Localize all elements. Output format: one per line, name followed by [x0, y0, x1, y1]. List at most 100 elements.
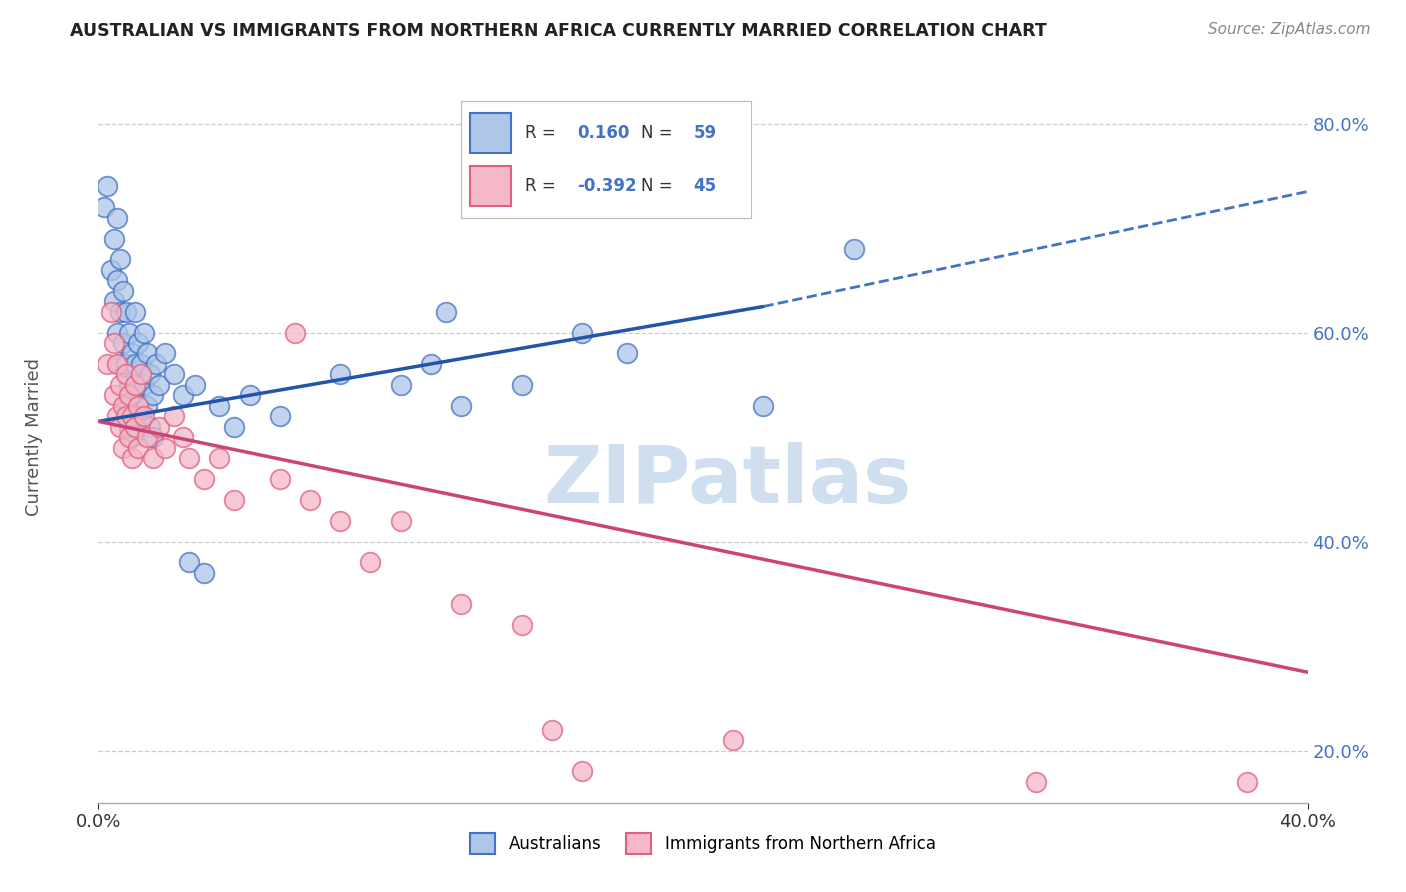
Point — [420, 357, 443, 371]
Point — [121, 346, 143, 360]
Point — [139, 419, 162, 434]
Point — [389, 514, 412, 528]
Point — [752, 399, 775, 413]
Point — [127, 399, 149, 413]
Text: AUSTRALIAN VS IMMIGRANTS FROM NORTHERN AFRICA CURRENTLY MARRIED CORRELATION CHAR: AUSTRALIAN VS IMMIGRANTS FROM NORTHERN A… — [70, 22, 1047, 40]
Text: ZIPatlas: ZIPatlas — [543, 442, 911, 520]
Point — [105, 357, 128, 371]
Point — [127, 441, 149, 455]
Point — [844, 242, 866, 256]
Point — [145, 357, 167, 371]
Point — [100, 263, 122, 277]
Point — [111, 284, 134, 298]
Point — [135, 346, 157, 360]
Point — [132, 377, 155, 392]
Point — [105, 211, 128, 225]
Point — [129, 368, 152, 382]
Point — [111, 399, 134, 413]
Point — [121, 450, 143, 465]
Point — [124, 409, 146, 424]
Point — [111, 441, 134, 455]
Point — [1236, 775, 1258, 789]
Point — [129, 409, 152, 424]
Point — [540, 723, 562, 737]
Point — [93, 200, 115, 214]
Point — [239, 388, 262, 402]
Point — [172, 430, 194, 444]
Point — [103, 231, 125, 245]
Point — [208, 399, 231, 413]
Point — [571, 764, 593, 779]
Point — [139, 368, 162, 382]
Point — [114, 409, 136, 424]
Point — [450, 597, 472, 611]
Point — [108, 377, 131, 392]
Point — [118, 430, 141, 444]
Y-axis label: Currently Married: Currently Married — [25, 358, 42, 516]
Point — [193, 472, 215, 486]
Point — [121, 409, 143, 424]
Point — [153, 346, 176, 360]
Point — [103, 336, 125, 351]
Point — [124, 304, 146, 318]
Point — [124, 419, 146, 434]
Point — [148, 419, 170, 434]
Point — [148, 377, 170, 392]
Point — [142, 430, 165, 444]
Point — [172, 388, 194, 402]
Point — [105, 326, 128, 340]
Point — [329, 514, 352, 528]
Point — [114, 304, 136, 318]
Point — [723, 733, 745, 747]
Point — [114, 357, 136, 371]
Point — [153, 441, 176, 455]
Point — [208, 450, 231, 465]
Point — [108, 357, 131, 371]
Point — [103, 294, 125, 309]
Point — [163, 368, 186, 382]
Point — [450, 399, 472, 413]
Point — [100, 304, 122, 318]
Point — [329, 368, 352, 382]
Point — [111, 336, 134, 351]
Point — [163, 409, 186, 424]
Point — [142, 450, 165, 465]
Point — [132, 326, 155, 340]
Point — [124, 377, 146, 392]
Point — [118, 419, 141, 434]
Point — [224, 492, 246, 507]
Point — [118, 377, 141, 392]
Point — [616, 346, 638, 360]
Point — [114, 399, 136, 413]
Point — [184, 377, 207, 392]
Point — [118, 326, 141, 340]
Point — [127, 336, 149, 351]
Point — [434, 304, 457, 318]
Point — [118, 388, 141, 402]
Point — [121, 430, 143, 444]
Point — [96, 357, 118, 371]
Point — [360, 556, 382, 570]
Point — [284, 326, 307, 340]
Point — [96, 179, 118, 194]
Point — [105, 409, 128, 424]
Point — [114, 368, 136, 382]
Point — [105, 273, 128, 287]
Point — [269, 472, 291, 486]
Point — [108, 304, 131, 318]
Point — [224, 419, 246, 434]
Point — [269, 409, 291, 424]
Point — [121, 388, 143, 402]
Point — [571, 326, 593, 340]
Point — [103, 388, 125, 402]
Point — [135, 430, 157, 444]
Point — [127, 377, 149, 392]
Point — [179, 556, 201, 570]
Point — [132, 409, 155, 424]
Point — [299, 492, 322, 507]
Point — [510, 618, 533, 632]
Point — [179, 450, 201, 465]
Point — [108, 419, 131, 434]
Point — [108, 252, 131, 267]
Point — [389, 377, 412, 392]
